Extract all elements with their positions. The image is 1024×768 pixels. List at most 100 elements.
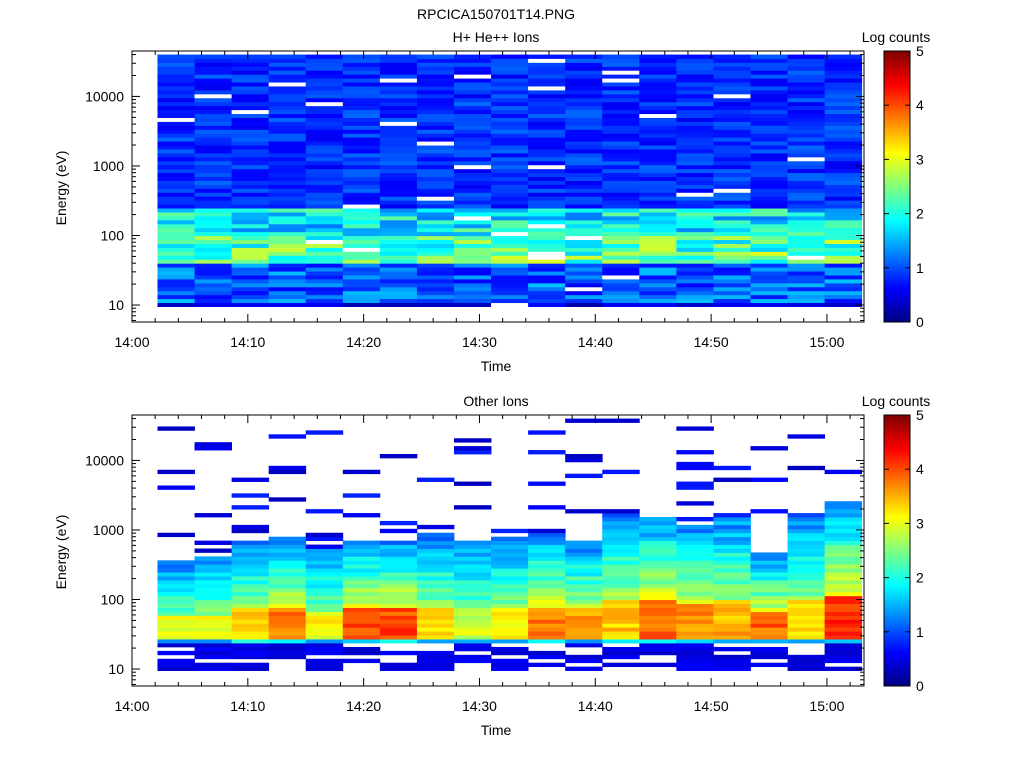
heatmap-cell [787,267,826,272]
heatmap-cell [713,646,751,652]
heatmap-cell [676,568,714,573]
colorbar-label: Log counts [862,29,931,45]
heatmap-cell [602,532,640,538]
heatmap-cell [565,160,603,166]
heatmap-cell [231,556,270,561]
heatmap-cell [342,282,381,288]
heatmap-cell [602,599,640,605]
heatmap-cell [713,564,751,569]
heatmap-cell [157,485,195,490]
heatmap-cell [157,160,195,166]
heatmap-cell [639,160,677,166]
heatmap-cell [379,560,418,565]
heatmap-cell [416,650,455,656]
heatmap-cell [231,129,270,134]
heatmap-cell [750,97,788,103]
colorbar-swatch [884,289,910,293]
heatmap-cell [379,275,418,280]
heatmap-cell [565,615,603,620]
heatmap-cell [194,54,232,59]
heatmap-cell [528,615,566,620]
heatmap-cell [453,627,492,632]
heatmap-cell [157,58,195,63]
heatmap-cell [750,212,788,217]
heatmap-cell [750,208,788,213]
heatmap-cell [453,595,492,601]
heatmap-cell [602,160,640,166]
heatmap-cell [787,90,826,95]
heatmap-cell [416,125,455,130]
heatmap-cell [379,168,418,174]
heatmap-cell [231,615,270,620]
heatmap-cell [194,635,232,640]
heatmap-cell [379,627,418,632]
heatmap-cell [565,540,603,545]
heatmap-cell [713,528,751,534]
heatmap-cell [157,149,195,154]
heatmap-cell [342,469,381,475]
colorbar-tick-label: 0 [916,678,924,694]
heatmap-cell [194,576,232,581]
heatmap-cell [305,536,344,542]
heatmap-cell [268,580,307,585]
x-tick-label: 15:00 [809,334,844,350]
heatmap-cell [602,251,640,256]
heatmap-cell [268,156,307,162]
colorbar-swatch [884,91,910,95]
heatmap-cell [787,196,826,201]
heatmap-cell [713,141,751,146]
heatmap-cell [565,231,603,237]
heatmap-cell [787,572,826,577]
colorbar-swatch [884,308,910,312]
heatmap-cell [157,658,195,664]
heatmap-cell [305,662,344,668]
heatmap-cell [342,568,381,573]
heatmap-cell [379,97,418,103]
heatmap-cell [379,235,418,241]
colorbar-swatch [884,159,910,163]
heatmap-cell [750,243,788,248]
heatmap-cell [750,650,788,656]
heatmap-cell [676,275,714,280]
heatmap-cell [528,101,566,107]
heatmap-cell [157,576,195,581]
heatmap-cell [268,54,307,59]
heatmap-cell [268,231,307,237]
heatmap-cell [565,580,603,585]
heatmap-cell [565,54,603,59]
heatmap-cell [676,654,714,660]
heatmap-cell [824,62,863,67]
heatmap-cell [491,164,529,170]
y-tick-label: 10 [108,661,124,677]
heatmap-cell [787,607,826,612]
heatmap-cell [342,560,381,565]
heatmap-cell [676,86,714,91]
heatmap-cell [305,66,344,71]
heatmap-cell [528,631,566,636]
heatmap-cell [787,627,826,632]
heatmap-cell [787,156,826,162]
heatmap-cell [565,607,603,612]
heatmap-cell [342,90,381,95]
heatmap-cell [194,200,232,205]
heatmap-cell [416,82,455,87]
heatmap-cell [676,583,714,589]
heatmap-cell [231,164,270,170]
heatmap-cell [194,298,232,304]
heatmap-cell [379,54,418,59]
heatmap-cell [750,125,788,130]
heatmap-cell [824,619,863,624]
heatmap-cell [342,145,381,150]
heatmap-cell [676,540,714,545]
heatmap-cell [491,572,529,577]
heatmap-cell [824,540,863,545]
heatmap-cell [342,259,381,264]
heatmap-cell [491,282,529,288]
heatmap-cell [416,101,455,107]
heatmap-cell [416,568,455,573]
heatmap-cell [639,279,677,284]
heatmap-cell [824,290,863,296]
colorbar-swatch [884,259,910,263]
heatmap-cell [713,204,751,209]
heatmap-cell [750,160,788,166]
